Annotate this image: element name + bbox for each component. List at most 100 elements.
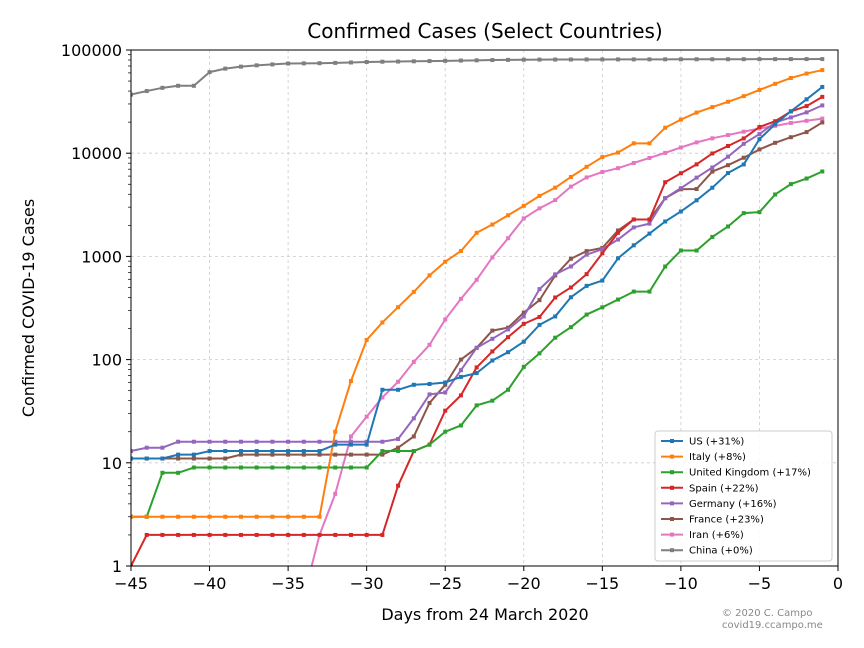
data-point [270,514,275,519]
data-point [443,317,448,322]
data-point [396,445,401,450]
data-point [694,140,699,145]
data-point [270,62,275,67]
data-point [788,75,793,80]
data-point [820,169,825,174]
x-tick-label: −15 [585,574,619,593]
data-point [176,470,181,475]
data-point [301,514,306,519]
data-point [616,228,621,233]
data-point [364,337,369,342]
data-point [490,328,495,333]
data-point [286,514,291,519]
series-italy [131,68,825,519]
data-point [726,171,731,176]
data-point [254,465,259,470]
data-point [443,380,448,385]
data-point [757,210,762,215]
data-point [238,449,243,454]
data-point [647,221,652,226]
data-point [537,351,542,356]
data-point [757,147,762,152]
data-point [191,439,196,444]
legend-label: France (+23%) [689,515,764,526]
data-point [647,231,652,236]
y-tick-label: 10000 [71,144,122,163]
data-point [427,382,432,387]
data-point [191,532,196,537]
data-point [333,491,338,496]
data-point [631,225,636,230]
data-point [317,452,322,457]
credit-url: covid19.ccampo.me [722,620,823,631]
data-point [301,452,306,457]
data-point [474,277,479,282]
data-point [238,439,243,444]
data-point [131,92,133,97]
data-point [396,387,401,392]
data-point [584,272,589,277]
data-point [458,296,463,301]
data-point [631,141,636,146]
data-point [773,57,778,62]
data-point [663,180,668,185]
data-point [678,171,683,176]
data-point [584,249,589,254]
x-tick-label: −25 [428,574,462,593]
data-point [568,174,573,179]
data-point [333,442,338,447]
data-point [616,256,621,261]
data-point [131,456,133,461]
data-point [348,379,353,384]
data-point [553,295,558,300]
data-point [663,125,668,130]
data-point [364,414,369,419]
data-point [458,368,463,373]
data-point [411,434,416,439]
legend-item: US (+31%) [661,437,744,448]
data-point [427,342,432,347]
data-point [678,57,683,62]
data-point [301,61,306,66]
legend-label: United Kingdom (+17%) [689,468,811,479]
data-point [286,465,291,470]
data-point [568,264,573,269]
data-point [238,64,243,69]
data-point [820,57,825,62]
data-point [144,456,149,461]
data-point [584,252,589,257]
data-point [443,390,448,395]
data-point [333,465,338,470]
data-point [741,94,746,99]
data-point [631,289,636,294]
data-point [788,115,793,120]
data-point [396,379,401,384]
x-tick-label: −20 [507,574,541,593]
data-point [773,119,778,124]
data-point [427,59,432,64]
data-point [820,68,825,73]
data-point [160,470,165,475]
data-point [348,60,353,65]
data-point [333,60,338,65]
data-point [804,176,809,181]
data-point [694,198,699,203]
data-point [396,483,401,488]
data-point [820,94,825,99]
y-axis-label: Confirmed COVID-19 Cases [19,199,38,417]
data-point [726,99,731,104]
data-point [804,118,809,123]
x-axis: −45 −40 −35 −30 −25 −20 −15 −10 −5 0 [114,566,843,593]
data-point [506,387,511,392]
x-tick-label: −40 [193,574,227,593]
data-point [333,429,338,434]
data-point [773,122,778,127]
data-point [348,442,353,447]
data-point [207,514,212,519]
data-point [207,465,212,470]
data-point [694,175,699,180]
data-point [207,456,212,461]
data-point [458,374,463,379]
legend-label: Spain (+22%) [689,483,759,494]
